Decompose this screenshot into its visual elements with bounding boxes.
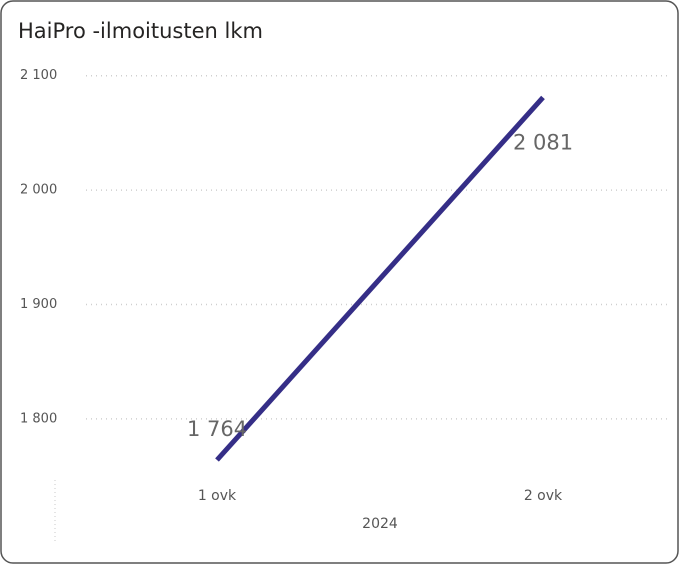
y-tick-label: 1 900 [20, 297, 57, 312]
y-tick-label: 1 800 [20, 411, 57, 426]
y-tick-label: 2 100 [20, 68, 57, 83]
y-tick-label: 2 000 [20, 183, 57, 198]
chart-title: HaiPro -ilmoitusten lkm [18, 19, 263, 43]
data-label: 2 081 [513, 130, 573, 154]
x-tick-label: 1 ovk [198, 488, 237, 504]
x-tick-label: 2 ovk [524, 488, 563, 504]
data-label: 1 764 [187, 417, 247, 441]
x-axis-label: 2024 [362, 516, 398, 532]
series-line [215, 95, 545, 462]
